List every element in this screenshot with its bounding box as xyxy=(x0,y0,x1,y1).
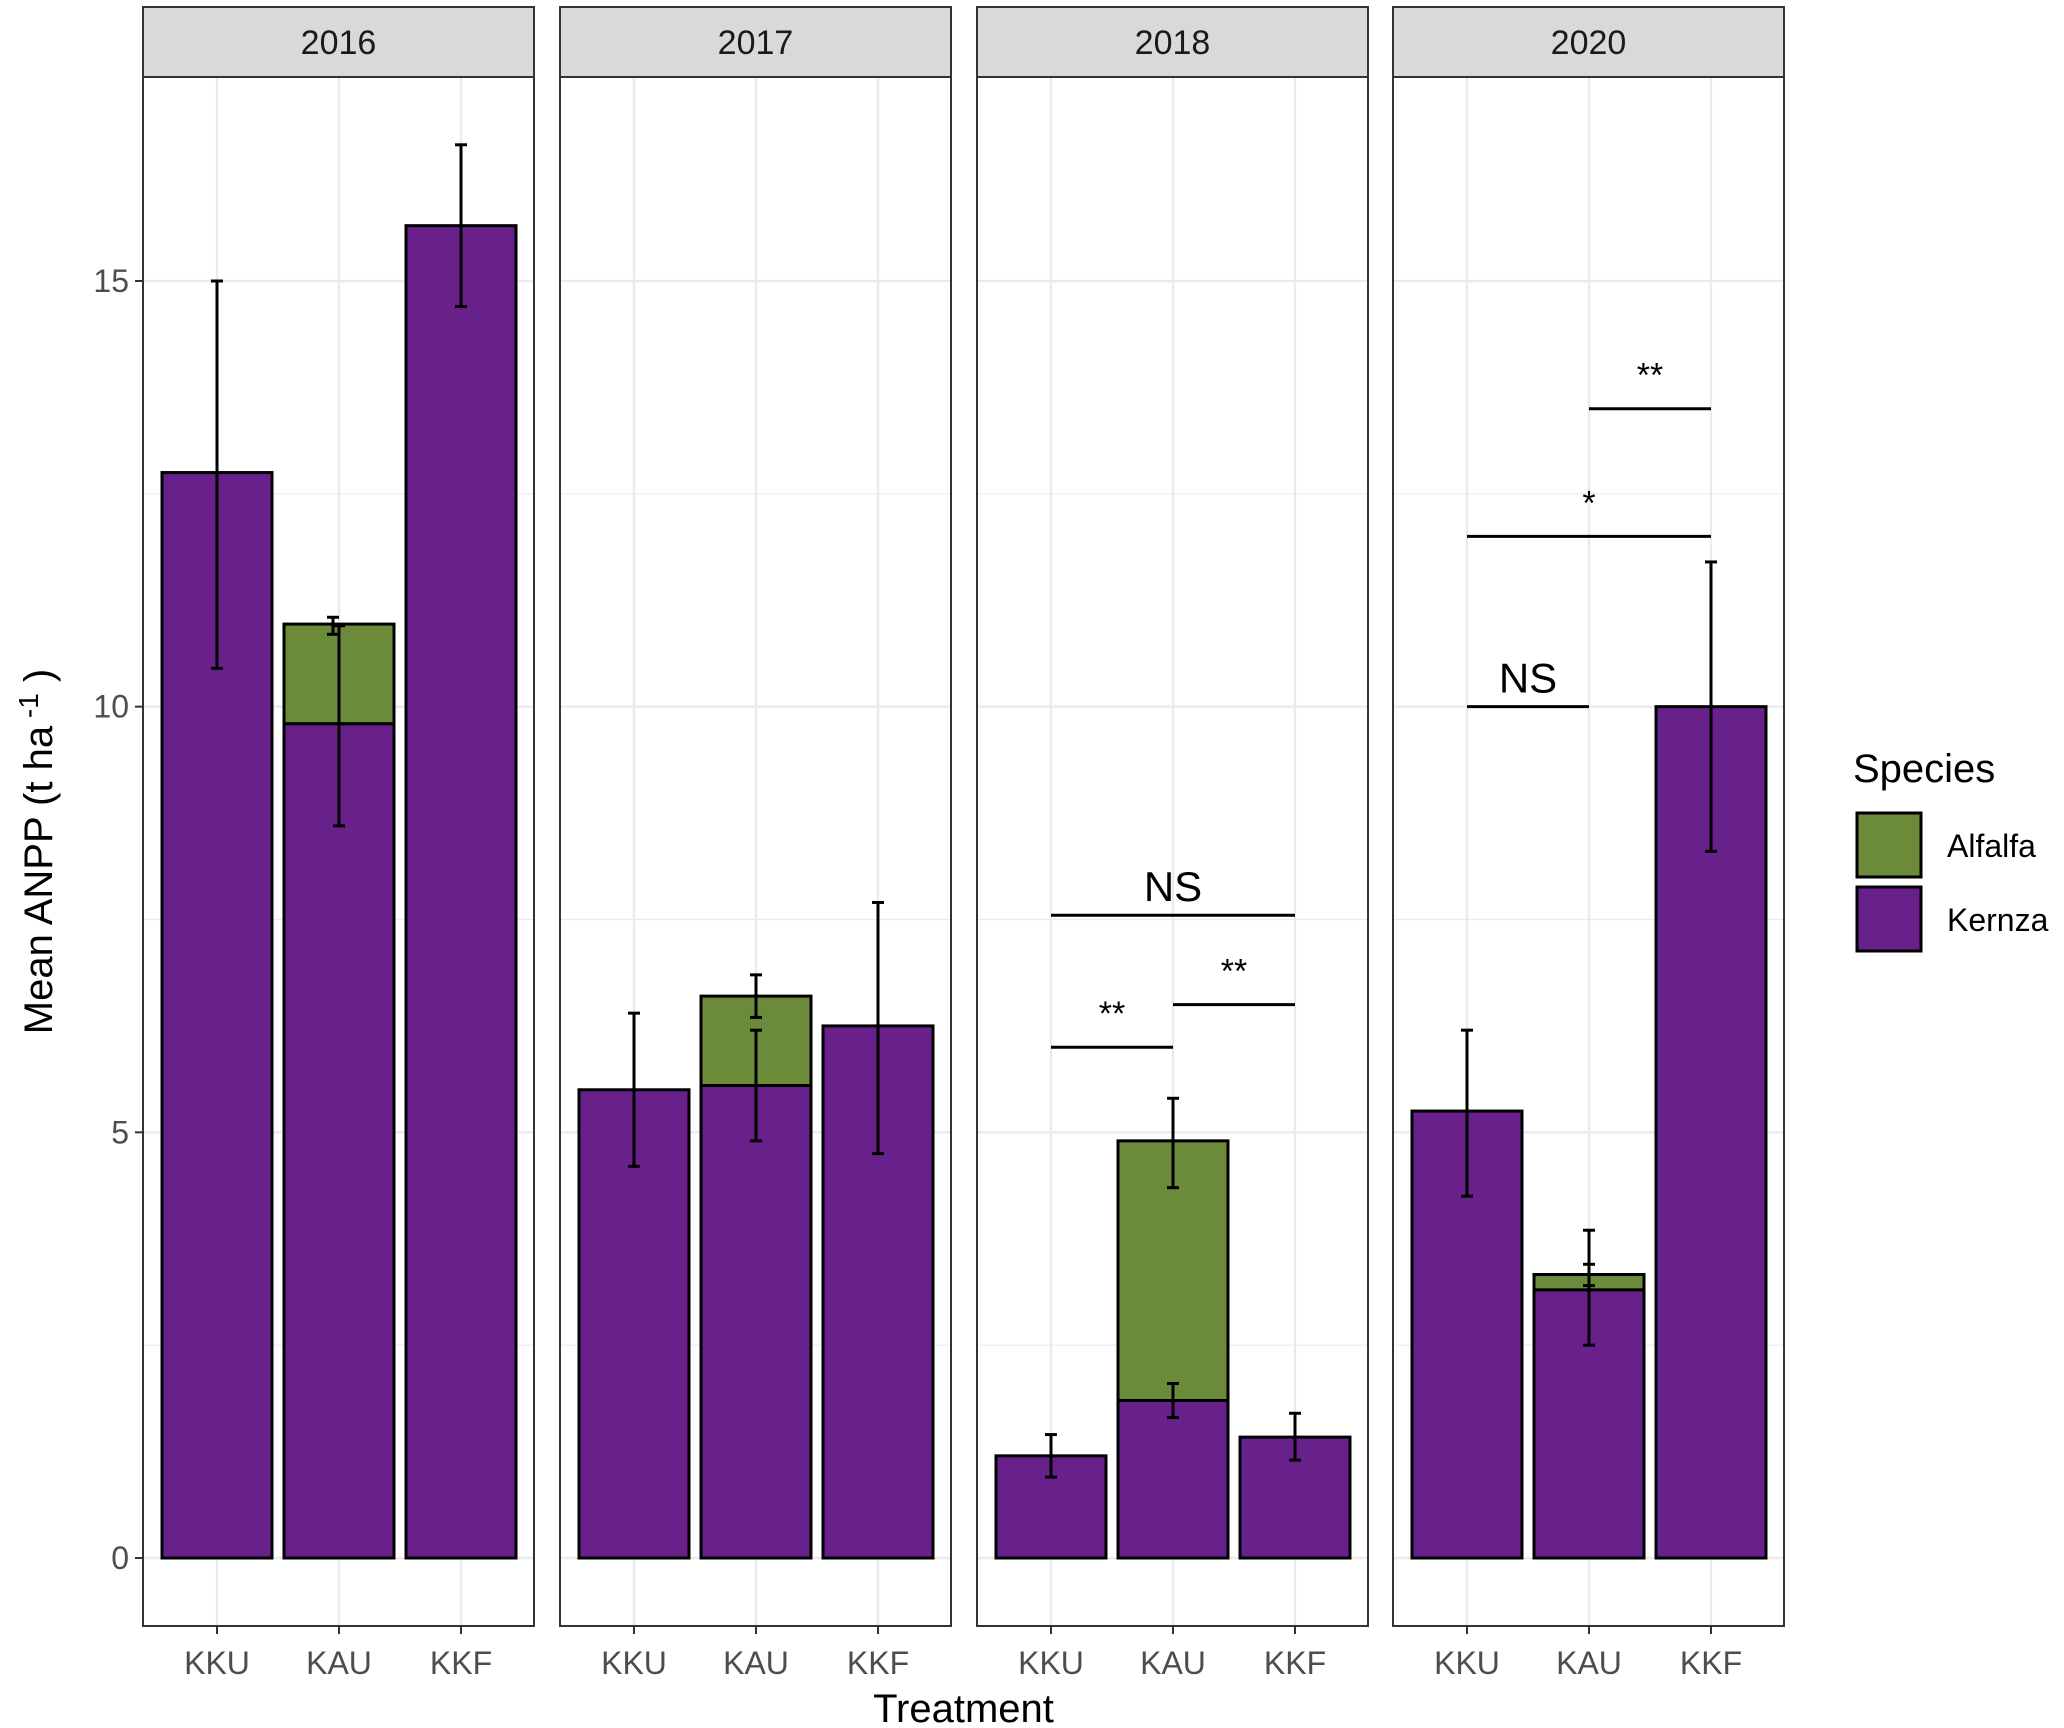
x-tick-label: KAU xyxy=(723,1645,789,1681)
significance-label: NS xyxy=(1499,655,1557,702)
x-tick-label: KKF xyxy=(1680,1645,1742,1681)
y-tick-label: 5 xyxy=(111,1114,129,1150)
legend-title: Species xyxy=(1853,747,1995,791)
facet-strip-label: 2017 xyxy=(718,24,794,62)
significance-label: * xyxy=(1582,484,1595,522)
panel-2017: 2017 KKU KAU KKF xyxy=(559,6,952,1681)
bar-kernza-KAU xyxy=(699,1084,813,1560)
bar-kernza-KKF xyxy=(404,224,518,1560)
legend-swatch-kernza xyxy=(1855,885,1923,953)
facet-strip xyxy=(142,6,535,78)
panel-2018: 2018 NS ** ** KKU KAU KKF xyxy=(976,6,1369,1681)
bar-kernza-KAU xyxy=(282,722,396,1560)
x-tick-label: KKU xyxy=(1018,1645,1084,1681)
x-tick-label: KKF xyxy=(430,1645,492,1681)
significance-label: ** xyxy=(1099,995,1125,1033)
y-axis-title: Mean ANPP (t ha -1 ) xyxy=(13,669,61,1034)
significance-label: ** xyxy=(1221,953,1247,991)
x-tick-label: KKU xyxy=(1434,1645,1500,1681)
y-tick-label: 0 xyxy=(111,1540,129,1576)
y-tick-label: 15 xyxy=(93,263,129,299)
x-tick-label: KAU xyxy=(1556,1645,1622,1681)
x-tick-label: KKF xyxy=(847,1645,909,1681)
y-axis: 0 5 10 15 xyxy=(93,263,143,1576)
y-axis-title-superscript: -1 xyxy=(13,693,44,726)
x-axis-title: Treatment xyxy=(873,1687,1054,1728)
facet-strip-label: 2018 xyxy=(1135,24,1211,62)
y-axis-title-close: ) xyxy=(17,669,61,693)
legend-swatch-alfalfa xyxy=(1855,811,1923,879)
x-tick-label: KKU xyxy=(184,1645,250,1681)
x-tick-label: KAU xyxy=(306,1645,372,1681)
bar-kernza-KAU xyxy=(1116,1399,1230,1560)
facet-strip-label: 2016 xyxy=(301,24,377,62)
panel-2016: 2016 KKU KAU KKF xyxy=(142,6,535,1681)
facet-strip-label: 2020 xyxy=(1551,24,1627,62)
bar-kernza-KKU xyxy=(1410,1109,1524,1560)
x-tick-label: KKF xyxy=(1264,1645,1326,1681)
facet-strip xyxy=(1392,6,1785,78)
x-tick-label: KAU xyxy=(1140,1645,1206,1681)
legend: Species Alfalfa Kernza xyxy=(1853,747,2049,953)
y-tick-label: 10 xyxy=(93,689,129,725)
significance-label: NS xyxy=(1144,863,1202,910)
x-tick-label: KKU xyxy=(601,1645,667,1681)
facet-strip xyxy=(976,6,1369,78)
legend-label-alfalfa: Alfalfa xyxy=(1947,828,2036,864)
significance-label: ** xyxy=(1637,357,1663,395)
legend-label-kernza: Kernza xyxy=(1947,902,2049,938)
